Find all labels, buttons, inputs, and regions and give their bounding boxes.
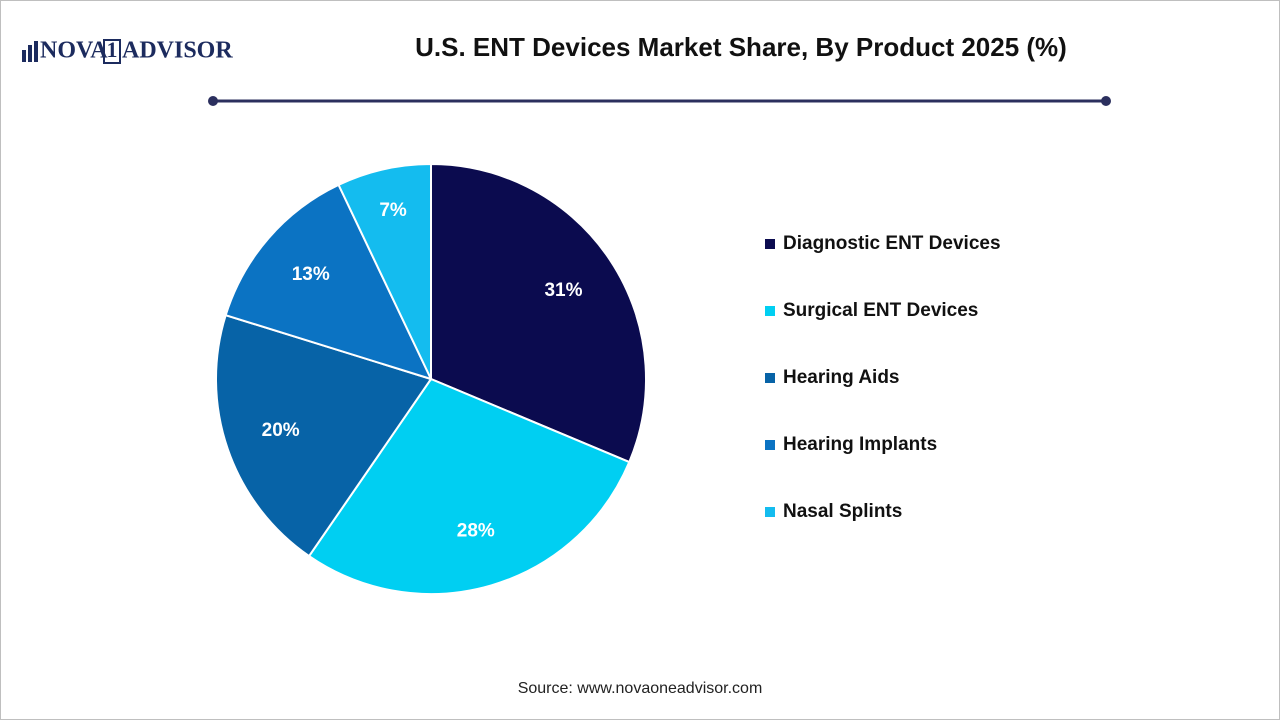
legend-label: Hearing Aids <box>783 367 900 388</box>
logo-bar <box>22 50 26 62</box>
legend-swatch <box>765 507 775 517</box>
logo-bar <box>28 45 32 62</box>
logo-text: 1 <box>107 37 118 62</box>
pie: 31% 28% 20% 13% 7% <box>215 162 647 595</box>
pie-slice <box>307 377 631 595</box>
legend-swatch <box>765 239 775 249</box>
chart-title: U.S. ENT Devices Market Share, By Produc… <box>415 32 1067 62</box>
legend: Diagnostic ENT Devices Surgical ENT Devic… <box>765 233 1001 522</box>
logo-text: NOVA <box>40 38 108 64</box>
logo: NOVA 1 ADVISOR <box>22 37 233 64</box>
logo-box <box>103 39 121 64</box>
legend-label: Hearing Implants <box>783 434 937 455</box>
legend-label: Diagnostic ENT Devices <box>783 233 1001 254</box>
pie-slice <box>215 313 433 558</box>
rule-dot <box>208 96 218 106</box>
pie-slice <box>337 162 432 380</box>
pie-slice <box>224 183 433 381</box>
data-label: 7% <box>379 200 407 221</box>
legend-swatch <box>765 373 775 383</box>
source-note: Source: www.novaoneadvisor.com <box>518 680 763 697</box>
legend-label: Nasal Splints <box>783 501 902 522</box>
legend-swatch <box>765 440 775 450</box>
logo-bar <box>34 41 38 62</box>
data-label: 28% <box>457 521 495 542</box>
legend-label: Surgical ENT Devices <box>783 300 978 321</box>
data-label: 20% <box>262 420 300 441</box>
data-label: 31% <box>544 280 582 301</box>
pie-slice <box>430 162 647 464</box>
legend-swatch <box>765 306 775 316</box>
rule-dot <box>1101 96 1111 106</box>
logo-text: ADVISOR <box>122 38 233 64</box>
data-label: 13% <box>292 264 330 285</box>
